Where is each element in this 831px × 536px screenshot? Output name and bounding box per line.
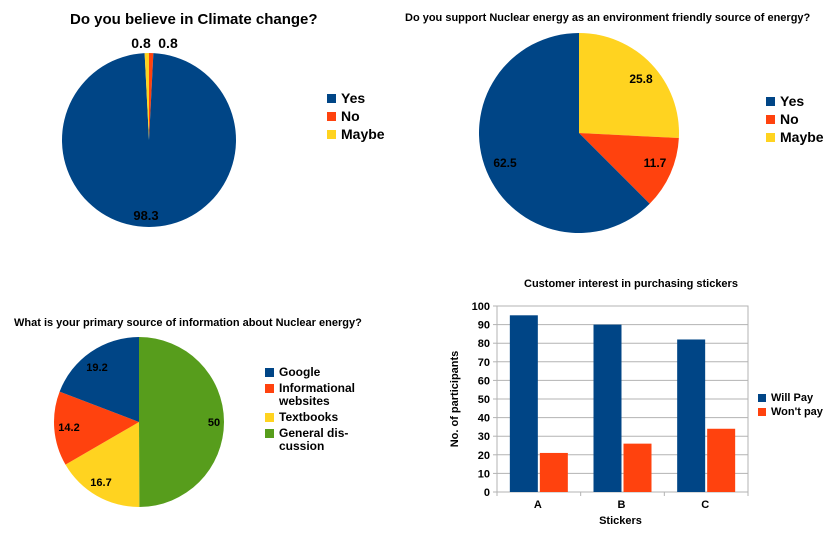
chart4-x-tick-label: C xyxy=(701,499,709,511)
chart4-y-tick-label: 60 xyxy=(478,375,490,387)
legend-swatch-icon xyxy=(766,133,775,142)
chart3-legend-item-textbooks: Textbooks xyxy=(265,411,355,424)
chart2-data-label: 62.5 xyxy=(493,156,517,170)
chart1-slice-yes xyxy=(61,53,236,227)
chart3-data-label: 50 xyxy=(208,417,220,429)
chart2-title: Do you support Nuclear energy as an envi… xyxy=(405,12,811,24)
chart2-data-label: 11.7 xyxy=(644,156,667,170)
chart2-slice-maybe xyxy=(579,33,679,139)
legend-swatch-icon xyxy=(265,429,274,438)
chart3-legend-item-websites: Informational websites xyxy=(265,382,355,408)
chart2-data-label: 25.8 xyxy=(629,72,653,86)
chart3-data-label: 16.7 xyxy=(90,477,111,489)
chart1-slice-maybe xyxy=(144,53,149,140)
chart1-data-label: 0.8 xyxy=(131,35,151,51)
chart4-y-tick-label: 30 xyxy=(478,431,490,443)
chart1-legend-item-maybe: Maybe xyxy=(327,126,385,144)
chart4-legend-item-wont-pay: Won't pay xyxy=(758,405,823,419)
chart3-slice-general-discussion xyxy=(139,337,225,507)
legend-swatch-icon xyxy=(327,130,336,139)
chart2-legend-item-no: No xyxy=(766,111,824,129)
chart2-legend-label: Yes xyxy=(780,93,805,109)
chart4-y-tick-label: 40 xyxy=(478,413,490,425)
chart4-y-tick-label: 70 xyxy=(478,357,490,369)
chart3-legend-label: General dis- cussion xyxy=(279,427,348,453)
chart3-legend-label-line: Informational xyxy=(279,381,356,395)
chart4-bar-b-will-pay xyxy=(593,324,622,492)
legend-swatch-icon xyxy=(327,94,336,103)
chart1-title: Do you believe in Climate change? xyxy=(70,11,318,28)
legend-swatch-icon xyxy=(758,394,766,402)
chart4-y-tick-label: 20 xyxy=(478,450,490,462)
legend-swatch-icon xyxy=(766,97,775,106)
chart3-slice-google xyxy=(59,337,139,422)
chart2-legend-label: No xyxy=(780,111,799,127)
chart3-legend-item-google: Google xyxy=(265,366,355,379)
chart1-slice-no xyxy=(149,53,154,140)
chart2-slice-no xyxy=(579,133,679,204)
chart2-legend-label: Maybe xyxy=(780,129,824,145)
chart3-legend-label-line: websites xyxy=(279,394,330,408)
chart4-bar-a-wont-pay xyxy=(539,452,568,492)
chart1-legend-item-yes: Yes xyxy=(327,90,385,108)
chart4-legend-item-will-pay: Will Pay xyxy=(758,391,823,405)
chart4-legend-label: Won't pay xyxy=(771,406,823,418)
legend-swatch-icon xyxy=(766,115,775,124)
legend-swatch-icon xyxy=(265,384,274,393)
chart2-legend-item-maybe: Maybe xyxy=(766,129,824,147)
chart3-legend: Google Informational websites Textbooks … xyxy=(265,366,355,453)
legend-swatch-icon xyxy=(265,413,274,422)
chart3-slice-textbooks xyxy=(65,422,140,507)
chart4-legend: Will Pay Won't pay xyxy=(758,391,823,419)
chart2-slice-yes xyxy=(479,33,650,233)
chart3-data-label: 14.2 xyxy=(58,422,79,434)
chart4-x-axis-label: Stickers xyxy=(599,515,642,527)
chart1-legend-item-no: No xyxy=(327,108,385,126)
chart4-bar-c-wont-pay xyxy=(707,428,736,492)
chart4-y-tick-label: 10 xyxy=(478,468,490,480)
chart3-legend-item-discussion: General dis- cussion xyxy=(265,427,355,453)
chart3-legend-label-line: General dis- xyxy=(279,426,349,440)
chart4-y-tick-label: 80 xyxy=(478,338,490,350)
chart3-legend-label: Google xyxy=(279,365,321,379)
chart3-slice-informational-websites xyxy=(54,391,139,465)
chart4-legend-label: Will Pay xyxy=(771,392,814,404)
chart4-title: Customer interest in purchasing stickers xyxy=(524,278,738,290)
chart3-title: What is your primary source of informati… xyxy=(14,317,362,329)
chart4-y-tick-label: 100 xyxy=(472,301,490,313)
chart1-legend-label: Maybe xyxy=(341,126,385,142)
legend-swatch-icon xyxy=(758,408,766,416)
chart3-legend-label-line: cussion xyxy=(279,439,325,453)
chart4-bar-c-will-pay xyxy=(677,339,706,492)
chart1-legend: Yes No Maybe xyxy=(327,90,385,144)
chart4-bar-b-wont-pay xyxy=(623,443,652,492)
chart4-x-tick-label: A xyxy=(534,499,542,511)
chart2-legend: Yes No Maybe xyxy=(766,93,824,147)
legend-swatch-icon xyxy=(265,368,274,377)
chart1-legend-label: No xyxy=(341,108,360,124)
chart3-data-label: 19.2 xyxy=(86,362,107,374)
chart1-data-label: 98.3 xyxy=(133,208,158,223)
chart4-y-tick-label: 90 xyxy=(478,320,490,332)
chart4-y-axis-label: No. of participants xyxy=(449,351,461,448)
legend-swatch-icon xyxy=(327,112,336,121)
chart2-legend-item-yes: Yes xyxy=(766,93,824,111)
chart4-y-tick-label: 50 xyxy=(478,394,490,406)
chart1-data-label: 0.8 xyxy=(158,35,178,51)
chart4-y-tick-label: 0 xyxy=(484,487,490,499)
chart4-bar-a-will-pay xyxy=(509,315,538,492)
chart3-legend-label: Informational websites xyxy=(279,382,355,408)
chart3-legend-label: Textbooks xyxy=(279,410,339,424)
chart1-legend-label: Yes xyxy=(341,90,366,106)
chart4-x-tick-label: B xyxy=(618,499,626,511)
